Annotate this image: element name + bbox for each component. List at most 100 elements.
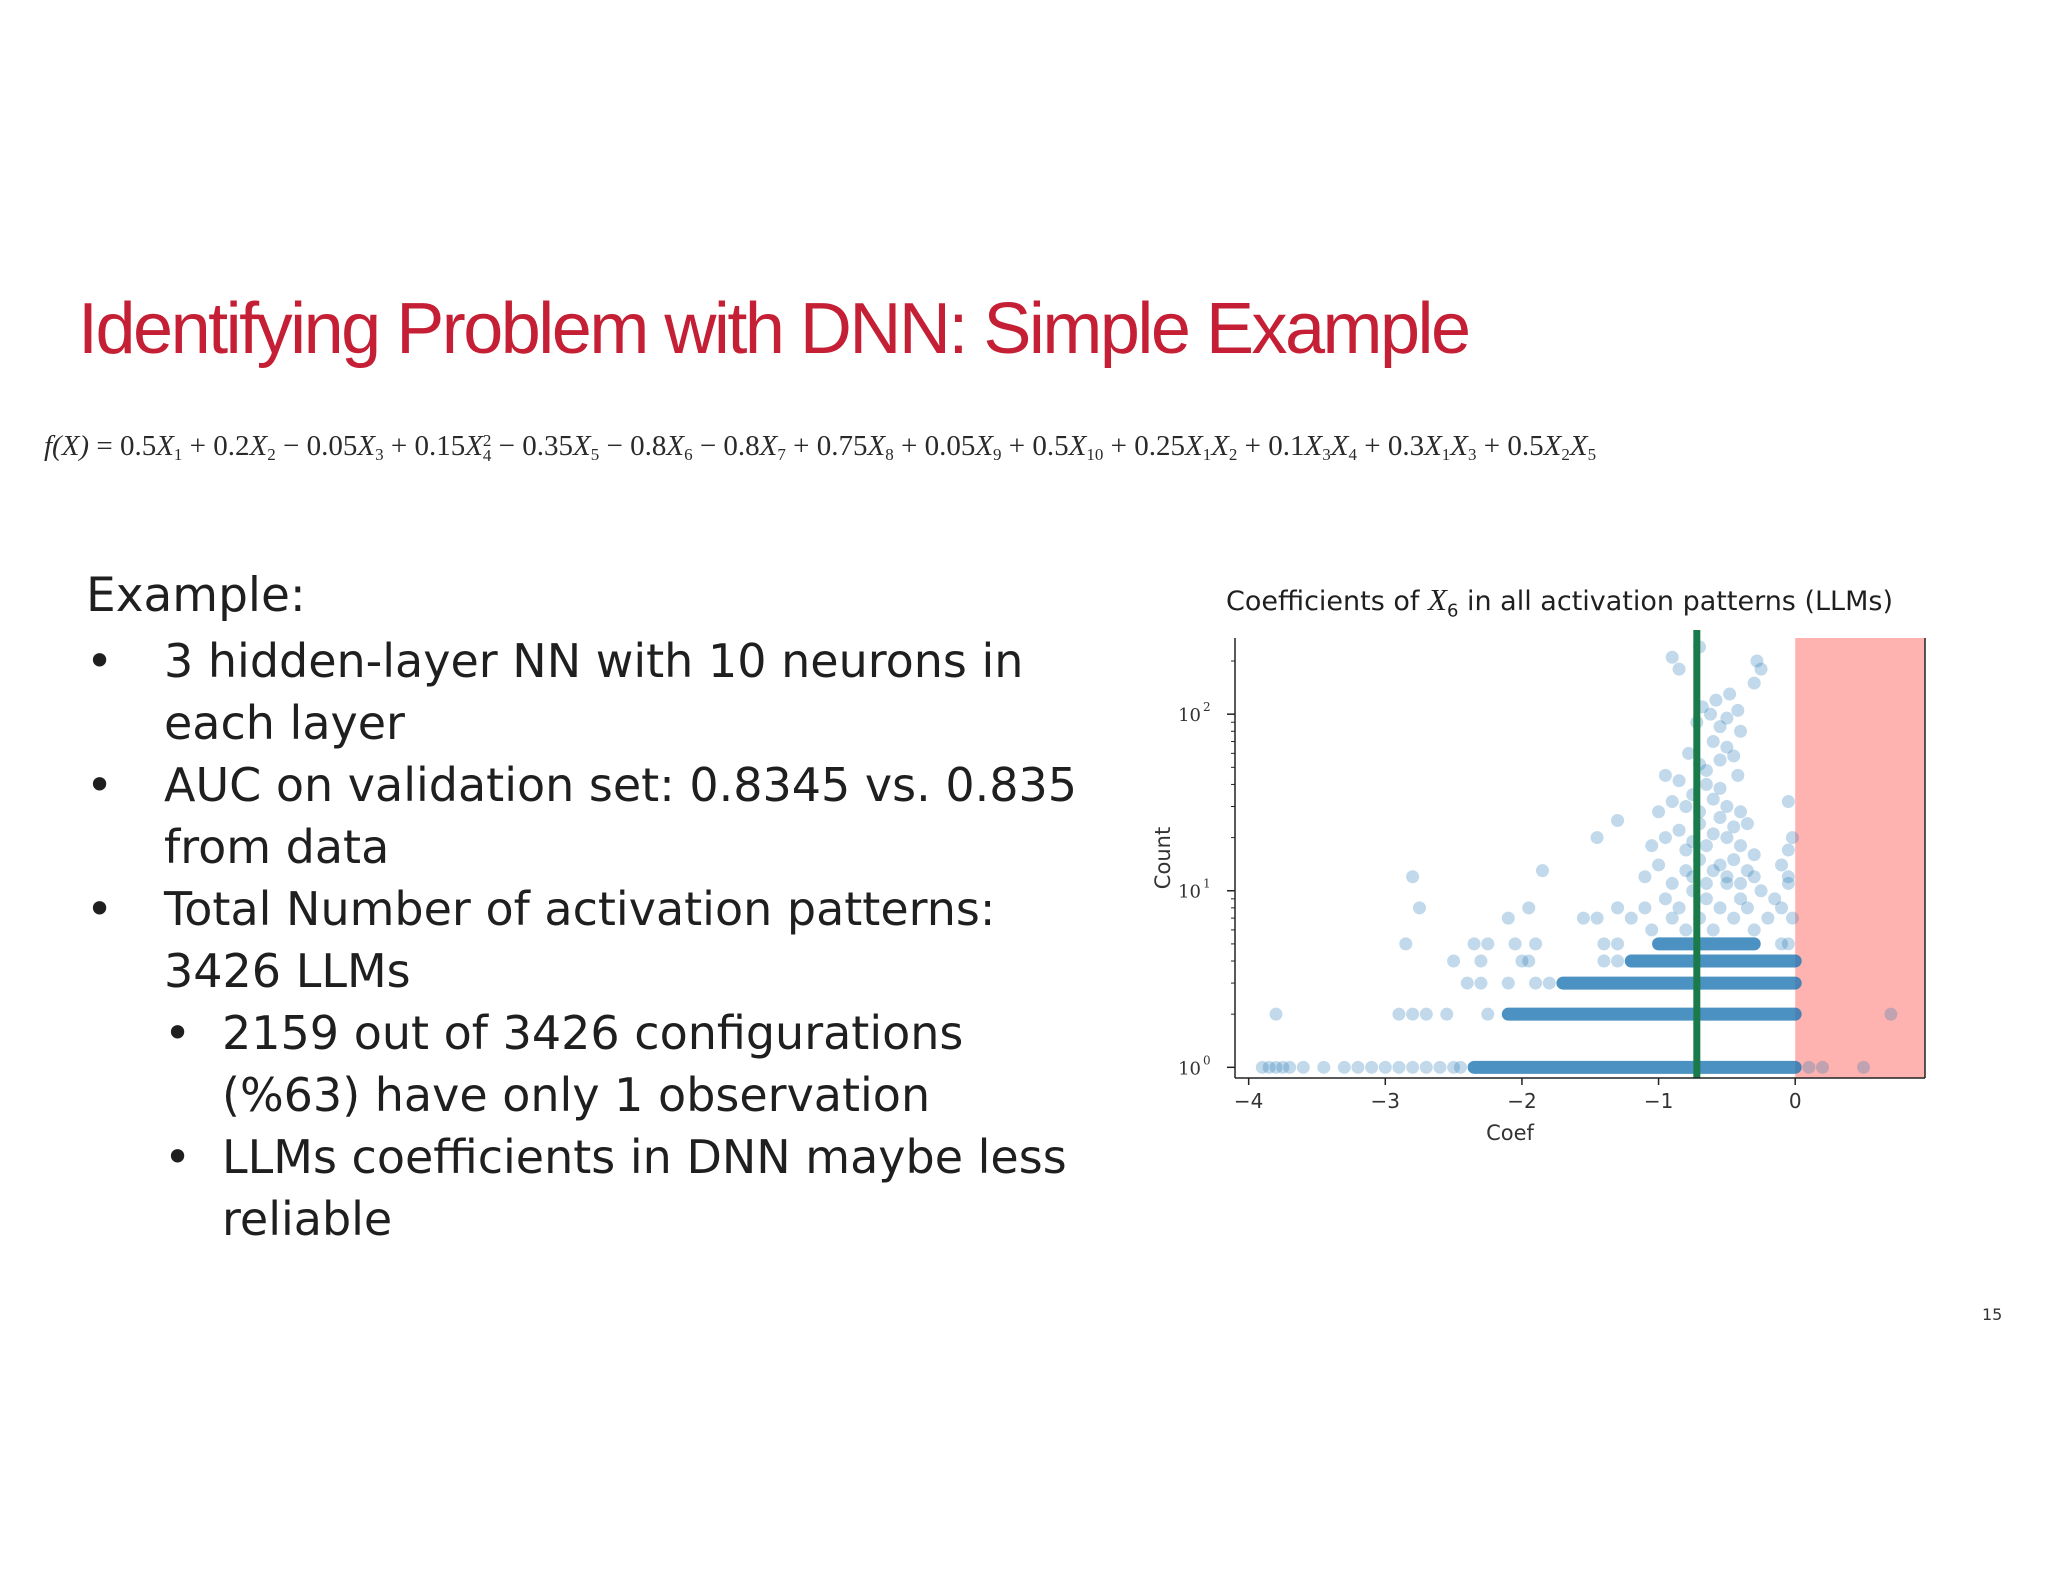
equation-term: − 0.8X6 (599, 430, 693, 464)
data-point (1399, 937, 1413, 951)
data-point (1453, 1060, 1467, 1074)
equation-variable: X (1184, 430, 1203, 462)
data-point (1720, 799, 1734, 813)
equation: f(X) = 0.5X1 + 0.2X2 − 0.05X3 + 0.15X 2 4 … (44, 430, 2004, 465)
bullet-dot: • (164, 1130, 192, 1184)
data-point (1378, 1060, 1392, 1074)
data-point (1740, 864, 1754, 878)
data-point (1269, 1060, 1283, 1074)
bullet-text: LLMs coefficients in DNN maybe less reli… (222, 1130, 1067, 1246)
data-point (1747, 848, 1761, 862)
equation-operator: + (1103, 430, 1135, 462)
sub-bullet-item: • LLMs coefficients in DNN maybe less re… (164, 1126, 1114, 1250)
shaded-region (1795, 638, 1925, 1078)
data-point (1665, 876, 1679, 890)
data-point (1734, 839, 1748, 853)
bullet-item: • AUC on validation set: 0.8345 vs. 0.83… (86, 754, 1086, 878)
data-point (1727, 749, 1741, 763)
data-point (1501, 976, 1515, 990)
equation-subscript: 2 (1561, 445, 1570, 464)
data-point (1283, 1060, 1297, 1074)
y-tick-exponent: 2 (1203, 700, 1211, 714)
data-point (1645, 923, 1659, 937)
equation-variable: X (975, 430, 994, 462)
data-point (1713, 720, 1727, 734)
x-tick-label: −3 (1371, 1089, 1400, 1113)
data-point (1747, 676, 1761, 690)
data-point (1652, 858, 1666, 872)
equation-subscript: 1 (1202, 445, 1212, 464)
data-point (1706, 827, 1720, 841)
data-point (1611, 901, 1625, 915)
equation-variable: X (156, 430, 174, 462)
data-point (1785, 911, 1799, 925)
data-point (1775, 901, 1789, 915)
data-point (1522, 901, 1536, 915)
data-point (1262, 1060, 1276, 1074)
y-tick-exponent: 1 (1203, 877, 1211, 891)
data-point (1433, 1060, 1447, 1074)
data-point (1781, 876, 1795, 890)
equation-subscript: 3 (375, 445, 384, 464)
equation-operator: − (692, 430, 724, 462)
data-point (1658, 768, 1672, 782)
page-number: 15 (1982, 1305, 2003, 1324)
data-point (1392, 1007, 1406, 1021)
x-tick-label: −1 (1644, 1089, 1673, 1113)
data-point (1768, 892, 1782, 906)
equation-operator: + (1356, 430, 1388, 462)
data-point (1731, 703, 1745, 717)
data-point (1638, 870, 1652, 884)
equation-coefficient: 0.2 (213, 430, 250, 462)
data-point (1447, 1060, 1461, 1074)
equation-variable: X (1569, 430, 1588, 462)
data-point (1713, 810, 1727, 824)
equation-variable: X (1330, 430, 1349, 462)
data-point (1624, 911, 1638, 925)
equation-subscript: 8 (885, 445, 894, 464)
equation-variable: X (867, 430, 886, 462)
data-point (1460, 976, 1474, 990)
equation-operator: + (1476, 430, 1508, 462)
data-point (1645, 839, 1659, 853)
equation-exponent: 2 (482, 431, 492, 450)
y-tick-exponent: 0 (1203, 1053, 1211, 1067)
equation-term: = 0.5X1 (89, 430, 182, 464)
data-point (1816, 1060, 1830, 1074)
equation-variable: X (573, 430, 591, 462)
data-point (1467, 937, 1481, 951)
data-point (1781, 795, 1795, 809)
data-point (1699, 839, 1713, 853)
data-point (1255, 1060, 1269, 1074)
equation-coefficient: 0.05 (306, 430, 358, 462)
equation-subscript: 1 (1441, 445, 1451, 464)
equation-variable: X (1304, 430, 1323, 462)
data-point (1590, 911, 1604, 925)
data-point (1713, 781, 1727, 795)
data-point (1474, 976, 1488, 990)
y-tick-label: 10 (1178, 705, 1201, 726)
data-point (1419, 1007, 1433, 1021)
data-point (1706, 923, 1720, 937)
data-point (1638, 901, 1652, 915)
x-tick-label: −2 (1507, 1089, 1536, 1113)
data-point (1781, 843, 1795, 857)
equation-variable: X (1543, 430, 1562, 462)
data-point (1740, 817, 1754, 831)
chart-title-sub: 6 (1446, 600, 1459, 622)
data-point (1734, 724, 1748, 738)
equation-subscript: 6 (684, 445, 693, 464)
data-point (1740, 901, 1754, 915)
equation-coefficient: 0.05 (924, 430, 976, 462)
data-point (1750, 654, 1764, 668)
data-point (1611, 954, 1625, 968)
data-point (1734, 805, 1748, 819)
bullet-dot: • (86, 634, 114, 688)
equation-operator: − (491, 430, 523, 462)
data-point (1679, 923, 1693, 937)
data-point (1747, 923, 1761, 937)
data-point (1576, 911, 1590, 925)
equation-operator: − (599, 430, 631, 462)
data-point (1365, 1060, 1379, 1074)
